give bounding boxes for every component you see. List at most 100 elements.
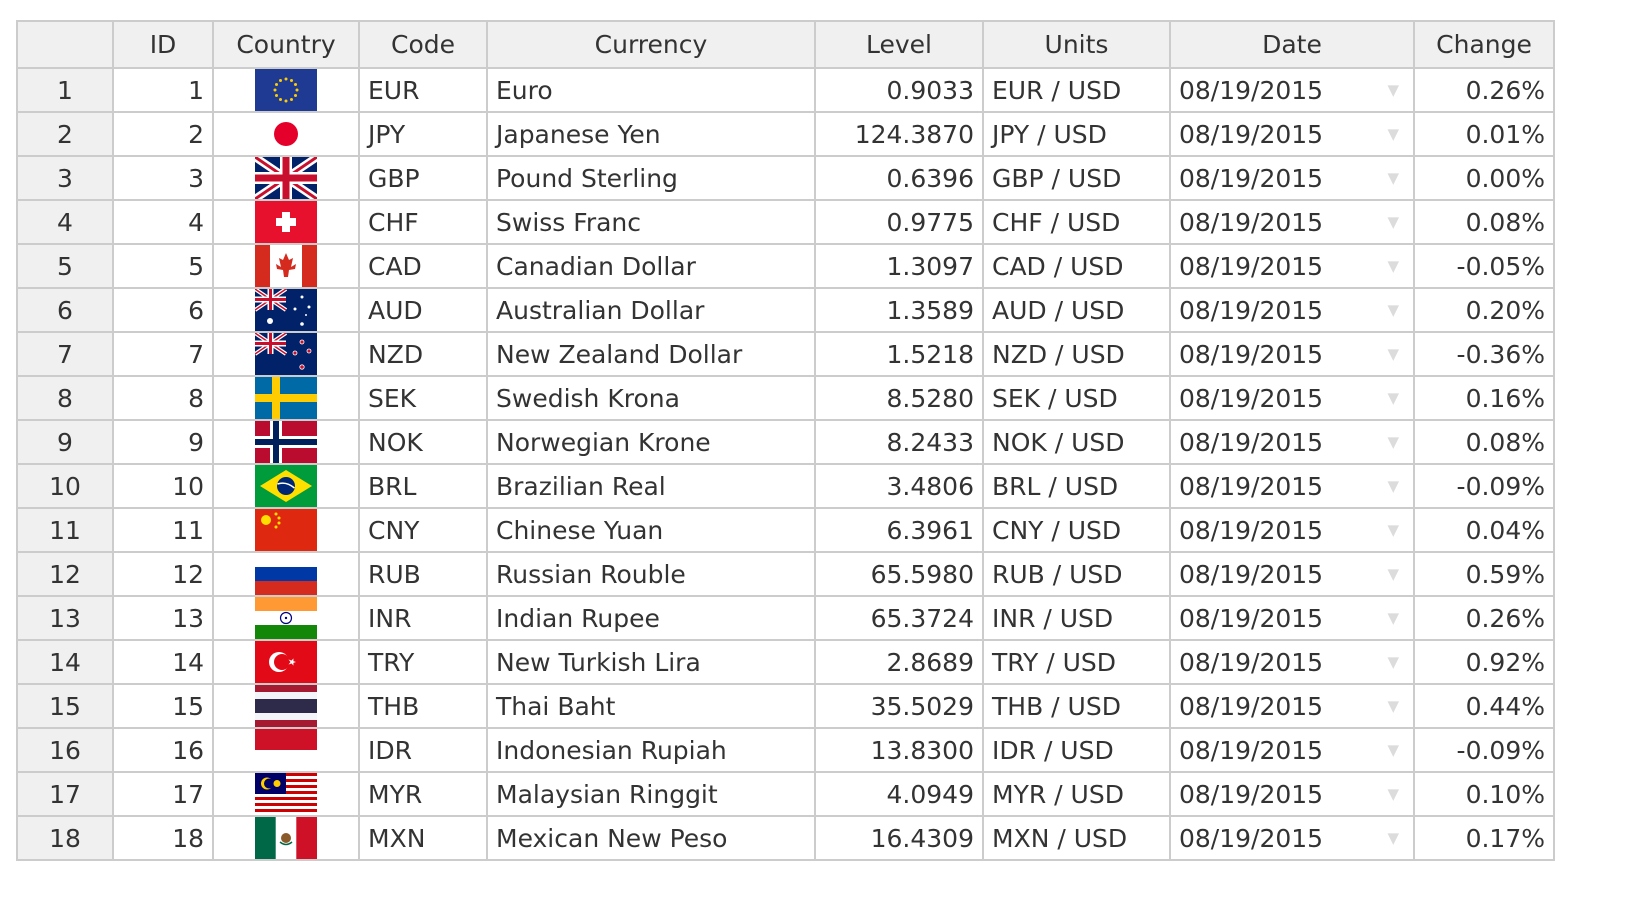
date-cell[interactable]: 08/19/2015 ▼ xyxy=(1169,771,1415,817)
row-number-cell[interactable]: 3 xyxy=(16,155,114,201)
date-dropdown-arrow-icon[interactable]: ▼ xyxy=(1387,785,1399,803)
row-number-cell[interactable]: 6 xyxy=(16,287,114,333)
change-cell[interactable]: -0.09% xyxy=(1413,727,1555,773)
id-cell[interactable]: 10 xyxy=(112,463,214,509)
table-row[interactable]: 12 12 RUB Russian Rouble 65.5980 RUB / USD 08/… xyxy=(16,551,1555,597)
table-row[interactable]: 17 17 MYR Malaysian Ringgit 4.0949 MYR / USD 0… xyxy=(16,771,1555,817)
column-header-id[interactable]: ID xyxy=(112,20,214,69)
code-cell[interactable]: CNY xyxy=(358,507,488,553)
currency-cell[interactable]: Norwegian Krone xyxy=(486,419,816,465)
units-cell[interactable]: CHF / USD xyxy=(982,199,1171,245)
level-cell[interactable]: 1.3097 xyxy=(814,243,984,289)
currency-cell[interactable]: Euro xyxy=(486,67,816,113)
country-cell[interactable] xyxy=(212,331,360,377)
code-cell[interactable]: MXN xyxy=(358,815,488,861)
date-dropdown-arrow-icon[interactable]: ▼ xyxy=(1387,741,1399,759)
date-dropdown-arrow-icon[interactable]: ▼ xyxy=(1387,653,1399,671)
currency-cell[interactable]: Brazilian Real xyxy=(486,463,816,509)
units-cell[interactable]: INR / USD xyxy=(982,595,1171,641)
currency-cell[interactable]: Chinese Yuan xyxy=(486,507,816,553)
date-dropdown-arrow-icon[interactable]: ▼ xyxy=(1387,301,1399,319)
column-header-date[interactable]: Date xyxy=(1169,20,1415,69)
date-cell[interactable]: 08/19/2015 ▼ xyxy=(1169,375,1415,421)
date-dropdown-arrow-icon[interactable]: ▼ xyxy=(1387,433,1399,451)
level-cell[interactable]: 1.3589 xyxy=(814,287,984,333)
level-cell[interactable]: 2.8689 xyxy=(814,639,984,685)
country-cell[interactable] xyxy=(212,199,360,245)
code-cell[interactable]: EUR xyxy=(358,67,488,113)
table-row[interactable]: 8 8 SEK Swedish Krona 8.5280 SEK / USD 08/19/2… xyxy=(16,375,1555,421)
row-number-cell[interactable]: 5 xyxy=(16,243,114,289)
id-cell[interactable]: 8 xyxy=(112,375,214,421)
currency-cell[interactable]: Thai Baht xyxy=(486,683,816,729)
level-cell[interactable]: 124.3870 xyxy=(814,111,984,157)
code-cell[interactable]: INR xyxy=(358,595,488,641)
level-cell[interactable]: 16.4309 xyxy=(814,815,984,861)
country-cell[interactable] xyxy=(212,463,360,509)
currency-cell[interactable]: Mexican New Peso xyxy=(486,815,816,861)
date-cell[interactable]: 08/19/2015 ▼ xyxy=(1169,507,1415,553)
change-cell[interactable]: 0.17% xyxy=(1413,815,1555,861)
table-row[interactable]: 9 9 NOK Norwegian Krone 8.2433 NOK / USD 08/19… xyxy=(16,419,1555,465)
level-cell[interactable]: 13.8300 xyxy=(814,727,984,773)
date-dropdown-arrow-icon[interactable]: ▼ xyxy=(1387,565,1399,583)
id-cell[interactable]: 6 xyxy=(112,287,214,333)
level-cell[interactable]: 1.5218 xyxy=(814,331,984,377)
level-cell[interactable]: 65.3724 xyxy=(814,595,984,641)
id-cell[interactable]: 14 xyxy=(112,639,214,685)
change-cell[interactable]: 0.26% xyxy=(1413,595,1555,641)
country-cell[interactable] xyxy=(212,67,360,113)
date-cell[interactable]: 08/19/2015 ▼ xyxy=(1169,287,1415,333)
code-cell[interactable]: BRL xyxy=(358,463,488,509)
change-cell[interactable]: 0.59% xyxy=(1413,551,1555,597)
level-cell[interactable]: 8.2433 xyxy=(814,419,984,465)
units-cell[interactable]: NOK / USD xyxy=(982,419,1171,465)
id-cell[interactable]: 17 xyxy=(112,771,214,817)
date-cell[interactable]: 08/19/2015 ▼ xyxy=(1169,243,1415,289)
country-cell[interactable] xyxy=(212,551,360,597)
country-cell[interactable] xyxy=(212,111,360,157)
table-row[interactable]: 3 3 GBP Pound Sterling 0.6396 GBP / USD 08/19/… xyxy=(16,155,1555,201)
units-cell[interactable]: IDR / USD xyxy=(982,727,1171,773)
units-cell[interactable]: NZD / USD xyxy=(982,331,1171,377)
units-cell[interactable]: JPY / USD xyxy=(982,111,1171,157)
change-cell[interactable]: 0.20% xyxy=(1413,287,1555,333)
country-cell[interactable] xyxy=(212,419,360,465)
date-dropdown-arrow-icon[interactable]: ▼ xyxy=(1387,125,1399,143)
id-cell[interactable]: 11 xyxy=(112,507,214,553)
country-cell[interactable] xyxy=(212,683,360,729)
row-number-cell[interactable]: 9 xyxy=(16,419,114,465)
row-number-cell[interactable]: 14 xyxy=(16,639,114,685)
code-cell[interactable]: NOK xyxy=(358,419,488,465)
date-dropdown-arrow-icon[interactable]: ▼ xyxy=(1387,257,1399,275)
level-cell[interactable]: 4.0949 xyxy=(814,771,984,817)
code-cell[interactable]: THB xyxy=(358,683,488,729)
id-cell[interactable]: 2 xyxy=(112,111,214,157)
date-cell[interactable]: 08/19/2015 ▼ xyxy=(1169,111,1415,157)
level-cell[interactable]: 35.5029 xyxy=(814,683,984,729)
country-cell[interactable] xyxy=(212,507,360,553)
id-cell[interactable]: 18 xyxy=(112,815,214,861)
table-row[interactable]: 18 18 MXN Mexican New Peso 16.4309 MXN / USD 0… xyxy=(16,815,1555,861)
level-cell[interactable]: 0.6396 xyxy=(814,155,984,201)
row-number-cell[interactable]: 17 xyxy=(16,771,114,817)
id-cell[interactable]: 7 xyxy=(112,331,214,377)
date-dropdown-arrow-icon[interactable]: ▼ xyxy=(1387,169,1399,187)
country-cell[interactable] xyxy=(212,287,360,333)
currency-cell[interactable]: Russian Rouble xyxy=(486,551,816,597)
units-cell[interactable]: RUB / USD xyxy=(982,551,1171,597)
table-row[interactable]: 2 2 JPY Japanese Yen 124.3870 JPY / USD 08/19/… xyxy=(16,111,1555,157)
units-cell[interactable]: EUR / USD xyxy=(982,67,1171,113)
table-row[interactable]: 13 13 INR Indian Rupee 65.3724 INR / USD 08/19… xyxy=(16,595,1555,641)
table-row[interactable]: 5 5 CAD Canadian Dollar 1.3097 CAD / USD 08/19… xyxy=(16,243,1555,289)
currency-cell[interactable]: Malaysian Ringgit xyxy=(486,771,816,817)
date-dropdown-arrow-icon[interactable]: ▼ xyxy=(1387,213,1399,231)
units-cell[interactable]: AUD / USD xyxy=(982,287,1171,333)
date-cell[interactable]: 08/19/2015 ▼ xyxy=(1169,419,1415,465)
code-cell[interactable]: SEK xyxy=(358,375,488,421)
table-row[interactable]: 1 1 EUR Euro 0.9033 EUR / USD 08/19/2015 ▼ 0.26% xyxy=(16,67,1555,113)
date-dropdown-arrow-icon[interactable]: ▼ xyxy=(1387,477,1399,495)
id-cell[interactable]: 16 xyxy=(112,727,214,773)
column-header-code[interactable]: Code xyxy=(358,20,488,69)
country-cell[interactable] xyxy=(212,815,360,861)
